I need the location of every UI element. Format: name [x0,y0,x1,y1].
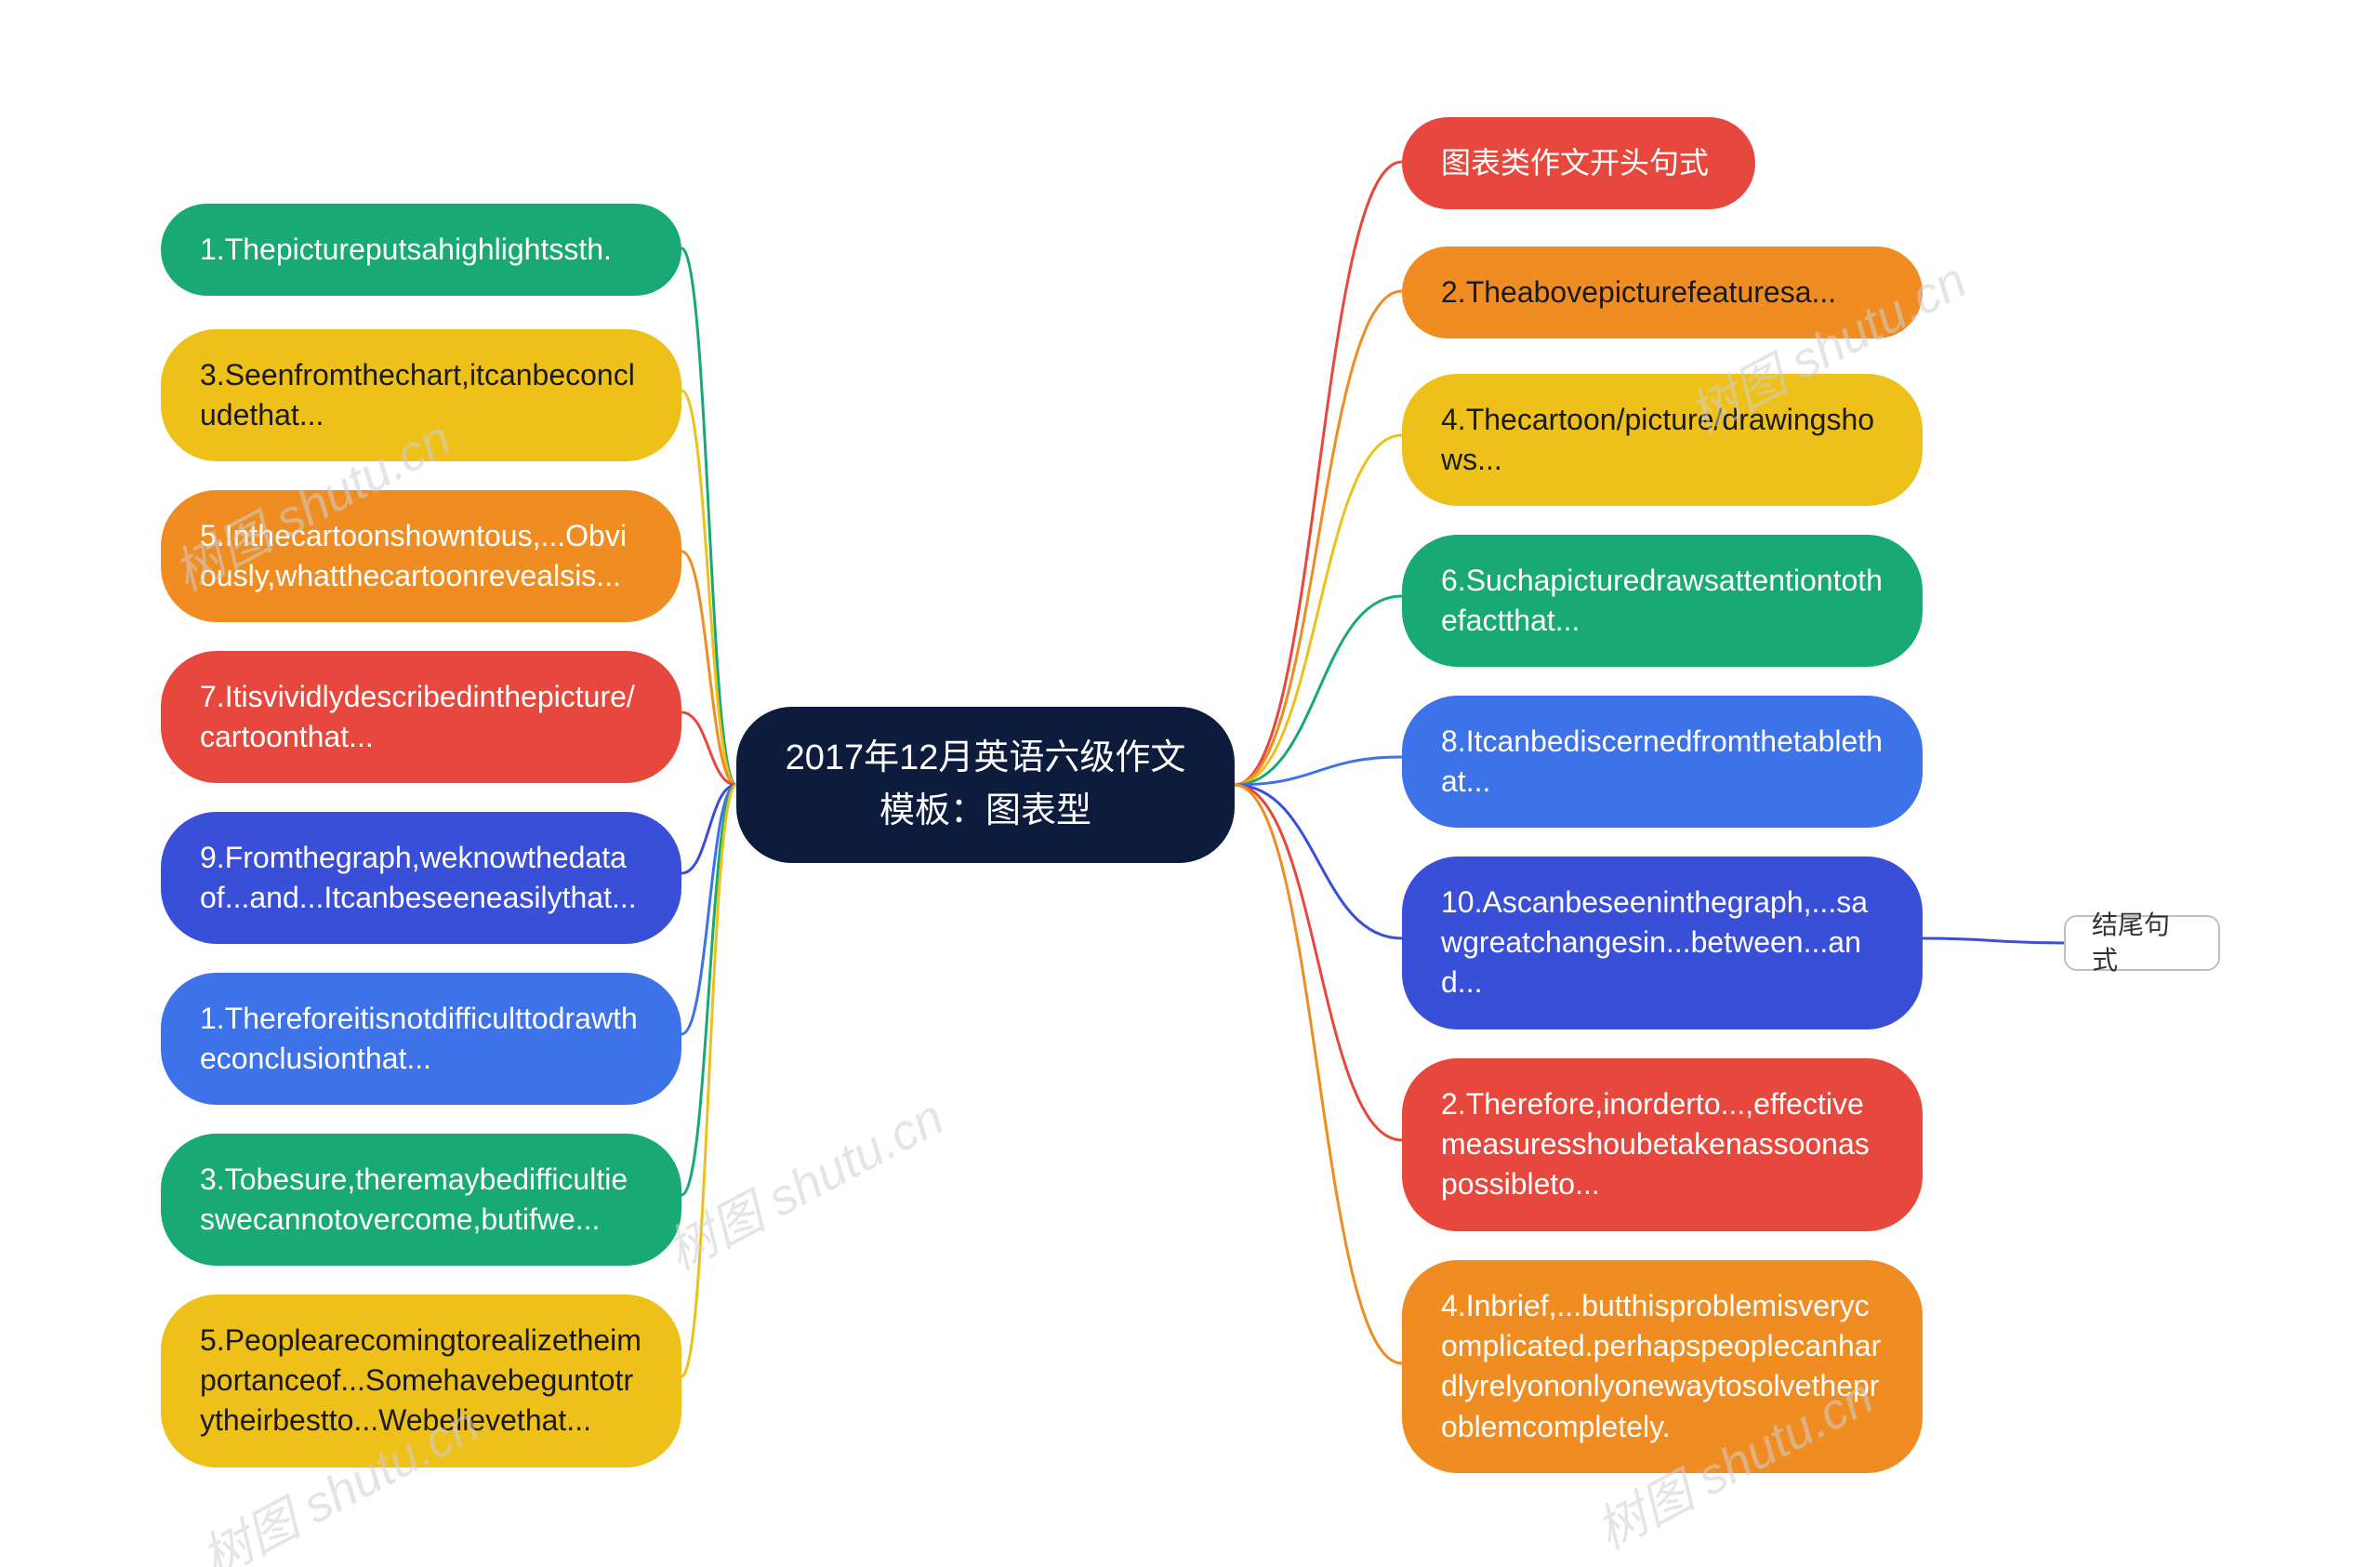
right-node-2: 2.Theabovepicturefeaturesa... [1402,246,1923,339]
right-node-3: 4.Thecartoon/picture/drawingshows... [1402,374,1923,506]
node-label: 5.Peoplearecomingtorealizetheimportanceo… [200,1321,642,1441]
left-node-7: 3.Tobesure,theremaybedifficultieswecanno… [161,1134,681,1266]
left-node-8: 5.Peoplearecomingtorealizetheimportanceo… [161,1295,681,1467]
node-label: 结尾句式 [2092,908,2192,978]
node-label: 4.Inbrief,...butthisproblemisverycomplic… [1441,1286,1884,1447]
left-node-1: 1.Thepictureputsahighlightssth. [161,204,681,296]
left-node-6: 1.Thereforeitisnotdifficulttodrawtheconc… [161,973,681,1105]
node-label: 9.Fromthegraph,weknowthedataof...and...I… [200,838,642,918]
right-node-6: 10.Ascanbeseeninthegraph,...sawgreatchan… [1402,857,1923,1029]
node-label: 2.Theabovepicturefeaturesa... [1441,272,1836,312]
node-label: 4.Thecartoon/picture/drawingshows... [1441,400,1884,480]
node-label: 2.Therefore,inorderto...,effectivemeasur… [1441,1084,1884,1205]
right-node-5: 8.Itcanbediscernedfromthetablethat... [1402,696,1923,828]
node-label: 5.Inthecartoonshowntous,...Obviously,wha… [200,516,642,596]
node-label: 图表类作文开头句式 [1441,143,1709,183]
node-label: 10.Ascanbeseeninthegraph,...sawgreatchan… [1441,883,1884,1003]
left-node-3: 5.Inthecartoonshowntous,...Obviously,wha… [161,490,681,622]
mindmap-canvas: { "type": "mindmap", "canvas": { "width"… [0,0,2380,1567]
right-node-7: 2.Therefore,inorderto...,effectivemeasur… [1402,1058,1923,1231]
node-label: 7.Itisvividlydescribedinthepicture/carto… [200,677,642,757]
center-title-line1: 2017年12月英语六级作文 [786,732,1186,785]
center-node: 2017年12月英语六级作文 模板：图表型 [736,707,1235,863]
right-node-8: 4.Inbrief,...butthisproblemisverycomplic… [1402,1260,1923,1473]
node-label: 3.Tobesure,theremaybedifficultieswecanno… [200,1160,642,1240]
watermark: 树图 shutu.cn [652,1077,955,1284]
left-node-4: 7.Itisvividlydescribedinthepicture/carto… [161,651,681,783]
left-node-2: 3.Seenfromthechart,itcanbeconcludethat..… [161,329,681,461]
left-node-5: 9.Fromthegraph,weknowthedataof...and...I… [161,812,681,944]
node-label: 8.Itcanbediscernedfromthetablethat... [1441,722,1884,802]
node-label: 6.Suchapicturedrawsattentiontothefacttha… [1441,561,1884,641]
node-label: 1.Thepictureputsahighlightssth. [200,230,612,270]
node-label: 3.Seenfromthechart,itcanbeconcludethat..… [200,355,642,435]
right-node-1: 图表类作文开头句式 [1402,117,1755,209]
center-title-line2: 模板：图表型 [786,785,1186,838]
node-label: 1.Thereforeitisnotdifficulttodrawtheconc… [200,999,642,1079]
sub-node-ending: 结尾句式 [2064,915,2220,971]
right-node-4: 6.Suchapicturedrawsattentiontothefacttha… [1402,535,1923,667]
